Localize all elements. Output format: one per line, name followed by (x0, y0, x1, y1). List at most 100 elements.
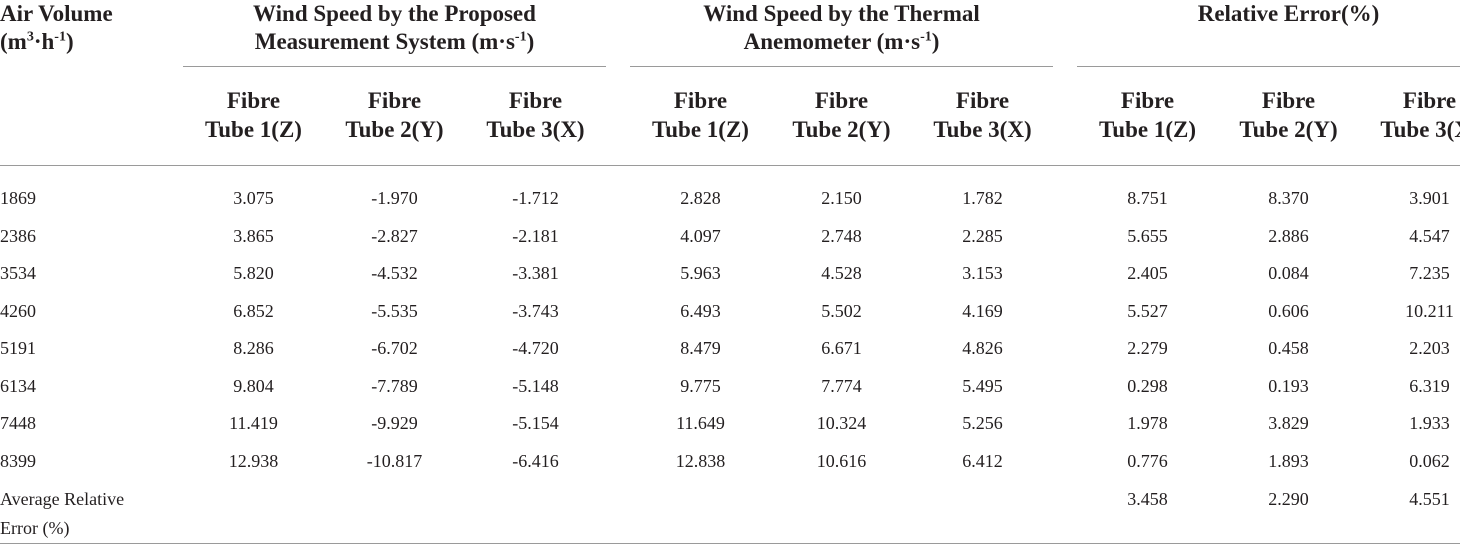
group-proposed-line2: Measurement System (m·s (254, 29, 515, 54)
cell-error-tube1: 2.405 (1127, 263, 1168, 284)
cell-proposed-tube1: 6.852 (233, 300, 274, 321)
cell-error-tube3: 10.211 (1405, 300, 1454, 321)
gap-cell (1053, 0, 1077, 67)
cell-proposed-tube2: -7.789 (371, 375, 418, 396)
subheader-thermal-tube3: Fibre Tube 3(X) (912, 67, 1054, 166)
subheader-proposed-tube3: Fibre Tube 3(X) (465, 67, 606, 166)
cell-proposed-tube2: -6.702 (371, 338, 418, 359)
table-row: 7448 11.419 -9.929 -5.154 11.649 10.324 5.256 1… (0, 405, 1460, 443)
average-error-cell: 2.290 (1218, 480, 1360, 544)
air-volume-unit-open: (m (0, 29, 27, 54)
empty-cell (630, 480, 771, 544)
gap-cell (1053, 368, 1077, 406)
empty-cell (771, 480, 912, 544)
cell-error-tube1: 8.751 (1127, 188, 1168, 209)
subheader-thermal-tube1: Fibre Tube 1(Z) (630, 67, 771, 166)
air-volume-cell: 5191 (0, 338, 36, 359)
empty-cell (912, 480, 1054, 544)
cell-proposed-tube3: -6.416 (512, 450, 559, 471)
cell-thermal-tube3: 2.285 (962, 225, 1003, 246)
cell-error-tube1: 0.776 (1127, 450, 1168, 471)
cell-proposed-tube2: -10.817 (366, 450, 423, 471)
air-volume-unit-sup2: -1 (54, 29, 66, 45)
group-thermal-close: ) (931, 29, 940, 54)
cell-proposed-tube3: -1.712 (512, 188, 559, 209)
gap-cell (606, 166, 630, 218)
empty-subheader (0, 67, 183, 166)
cell-thermal-tube1: 5.963 (680, 263, 721, 284)
cell-thermal-tube2: 7.774 (821, 375, 862, 396)
cell-proposed-tube2: -4.532 (371, 263, 418, 284)
empty-cell (183, 480, 324, 544)
table-row: 3534 5.820 -4.532 -3.381 5.963 4.528 3.153 2.40… (0, 255, 1460, 293)
cell-proposed-tube1: 5.820 (233, 263, 274, 284)
subheader-error-tube1: Fibre Tube 1(Z) (1077, 67, 1219, 166)
group-proposed-close: ) (526, 29, 535, 54)
table-row: 4260 6.852 -5.535 -3.743 6.493 5.502 4.169 5.52… (0, 293, 1460, 331)
table-row: 8399 12.938 -10.817 -6.416 12.838 10.616 6.412… (0, 443, 1460, 481)
cell-thermal-tube1: 6.493 (680, 300, 721, 321)
empty-cell (465, 480, 606, 544)
cell-error-tube2: 0.606 (1268, 300, 1309, 321)
cell-error-tube3: 7.235 (1409, 263, 1450, 284)
cell-error-tube3: 6.319 (1409, 375, 1450, 396)
cell-proposed-tube3: -3.381 (512, 263, 559, 284)
gap-cell (1053, 293, 1077, 331)
table-body: 1869 3.075 -1.970 -1.712 2.828 2.150 1.782 8.75… (0, 166, 1460, 544)
air-volume-cell: 4260 (0, 300, 36, 321)
cell-proposed-tube3: -2.181 (512, 225, 559, 246)
table-row: 5191 8.286 -6.702 -4.720 8.479 6.671 4.826 2.27… (0, 330, 1460, 368)
group-header-relative-error: Relative Error(%) (1077, 0, 1460, 67)
cell-error-tube2: 2.886 (1268, 225, 1309, 246)
subcolumn-header-row: Fibre Tube 1(Z) Fibre Tube 2(Y) Fibre Tube … (0, 67, 1460, 166)
cell-proposed-tube3: -5.148 (512, 375, 559, 396)
air-volume-unit-sup1: 3 (26, 29, 34, 45)
air-volume-cell: 1869 (0, 188, 36, 209)
cell-thermal-tube2: 4.528 (821, 263, 862, 284)
cell-error-tube1: 0.298 (1127, 375, 1168, 396)
cell-thermal-tube2: 2.150 (821, 188, 862, 209)
cell-proposed-tube3: -5.154 (512, 413, 559, 434)
group-header-proposed: Wind Speed by the Proposed Measurement S… (183, 0, 606, 67)
cell-error-tube3: 3.901 (1409, 188, 1450, 209)
gap-cell (606, 218, 630, 256)
air-volume-header: Air Volume (m3·h-1) (0, 0, 183, 67)
cell-thermal-tube3: 4.169 (962, 300, 1003, 321)
cell-error-tube1: 5.527 (1127, 300, 1168, 321)
gap-cell (606, 293, 630, 331)
cell-error-tube3: 1.933 (1409, 413, 1450, 434)
cell-thermal-tube1: 2.828 (680, 188, 721, 209)
cell-proposed-tube1: 8.286 (233, 338, 274, 359)
cell-thermal-tube1: 8.479 (680, 338, 721, 359)
average-error-cell: 3.458 (1077, 480, 1219, 544)
group-thermal-line2: Anemometer (m·s (743, 29, 921, 54)
cell-thermal-tube1: 4.097 (680, 225, 721, 246)
cell-thermal-tube3: 5.495 (962, 375, 1003, 396)
cell-error-tube1: 1.978 (1127, 413, 1168, 434)
table-row: 2386 3.865 -2.827 -2.181 4.097 2.748 2.285 5.65… (0, 218, 1460, 256)
average-error-cell: 4.551 (1359, 480, 1460, 544)
cell-proposed-tube1: 3.865 (233, 225, 274, 246)
subheader-proposed-tube2: Fibre Tube 2(Y) (324, 67, 465, 166)
cell-thermal-tube3: 3.153 (962, 263, 1003, 284)
cell-proposed-tube1: 3.075 (233, 188, 274, 209)
cell-error-tube2: 3.829 (1268, 413, 1309, 434)
gap-cell (606, 368, 630, 406)
subheader-proposed-tube1: Fibre Tube 1(Z) (183, 67, 324, 166)
cell-thermal-tube2: 6.671 (821, 338, 862, 359)
gap-cell (606, 67, 630, 166)
air-volume-cell: 8399 (0, 450, 36, 471)
cell-proposed-tube1: 12.938 (228, 450, 279, 471)
air-volume-cell: 6134 (0, 375, 36, 396)
average-label: Average Relative Error (%) (0, 480, 183, 544)
group-thermal-sup: -1 (920, 29, 932, 45)
cell-thermal-tube1: 9.775 (680, 375, 721, 396)
table-row: 1869 3.075 -1.970 -1.712 2.828 2.150 1.782 8.75… (0, 166, 1460, 218)
cell-proposed-tube2: -2.827 (371, 225, 418, 246)
group-proposed-line1: Wind Speed by the Proposed (253, 1, 536, 26)
group-relative-error-label: Relative Error(%) (1197, 1, 1380, 26)
cell-thermal-tube2: 5.502 (821, 300, 862, 321)
cell-proposed-tube2: -5.535 (371, 300, 418, 321)
group-header-row: Air Volume (m3·h-1) Wind Speed by the Pr… (0, 0, 1460, 67)
